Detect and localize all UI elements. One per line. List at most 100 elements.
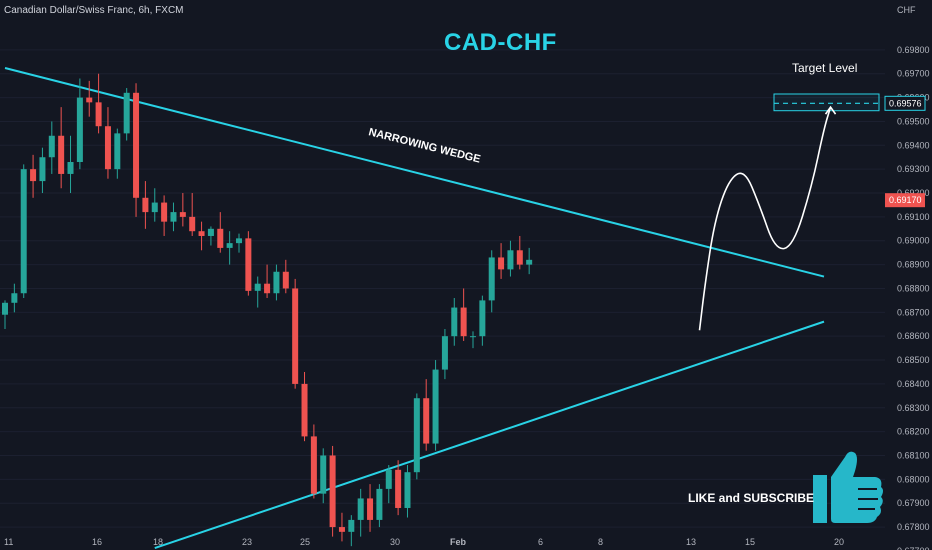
candle-body [245, 238, 252, 291]
candle-body [104, 126, 111, 170]
price-tick-label: 0.69500 [897, 116, 930, 126]
candle [48, 121, 55, 174]
candle [39, 147, 46, 194]
candle [488, 250, 495, 313]
wedge-label: NARROWING WEDGE [367, 126, 481, 165]
candle-body [348, 519, 355, 532]
candle-body [376, 488, 383, 520]
candle [114, 128, 121, 179]
price-tick-label: 0.69000 [897, 236, 930, 246]
projection-arrowhead [824, 105, 837, 115]
price-tick-label: 0.67900 [897, 498, 930, 508]
candle-body [385, 469, 392, 489]
candle [282, 259, 289, 294]
grid-lines [0, 49, 885, 528]
candle [76, 78, 83, 170]
candle-body [20, 169, 27, 294]
trendline-upper [4, 67, 825, 278]
candle-body [86, 97, 93, 103]
candle-body [189, 216, 196, 232]
candle-body [226, 243, 233, 248]
candle [179, 193, 186, 227]
time-tick-label: Feb [450, 537, 467, 547]
candle [385, 465, 392, 504]
candle-body [207, 228, 214, 236]
candle-body [451, 307, 458, 337]
price-tick-label: 0.67800 [897, 522, 930, 532]
time-tick-label: 15 [745, 537, 755, 547]
time-tick-label: 8 [598, 537, 603, 547]
price-tick-label: 0.68000 [897, 474, 930, 484]
candle-body [357, 498, 364, 520]
price-tick-label: 0.68300 [897, 403, 930, 413]
price-tick-label: 0.69700 [897, 69, 930, 79]
candle [432, 360, 439, 451]
candle [470, 331, 476, 349]
candles [2, 73, 533, 547]
candle-body [179, 212, 186, 217]
projection-curve [698, 106, 832, 331]
candle [320, 448, 327, 504]
candle [170, 202, 177, 232]
candle [498, 243, 505, 279]
target-zone-box [773, 93, 880, 112]
candle [310, 424, 317, 499]
candle [58, 107, 65, 189]
candle [20, 164, 27, 299]
candle-body [254, 283, 261, 291]
candle-body [198, 231, 205, 236]
time-axis: 11 16 18 23 25 30 Feb 6 8 13 15 20 [4, 537, 844, 547]
candle [413, 393, 420, 480]
target-zone: 0.69576 [773, 93, 926, 112]
price-tick-label: 0.67700 [897, 546, 930, 550]
price-tick-label: 0.68900 [897, 260, 930, 270]
candle-body [236, 238, 242, 244]
candle-body [441, 336, 448, 370]
candle [67, 135, 74, 194]
current-price-label: 0.69170 [889, 195, 922, 205]
candle [133, 83, 140, 217]
trendlines [4, 67, 825, 550]
candle-body [320, 455, 327, 494]
candle-body [142, 197, 149, 213]
candle [254, 276, 261, 308]
price-tick-label: 0.68200 [897, 427, 930, 437]
candle-body [526, 259, 533, 265]
candle [161, 195, 168, 236]
price-tick-label: 0.68800 [897, 283, 930, 293]
candle [329, 445, 336, 537]
time-tick-label: 25 [300, 537, 310, 547]
thumbs-up-icon [813, 451, 883, 523]
candle [123, 88, 130, 141]
symbol-title[interactable]: Canadian Dollar/Swiss Franc, 6h, FXCM [4, 5, 184, 16]
candle-body [170, 212, 177, 222]
price-tick-label: 0.69100 [897, 212, 930, 222]
candle-body [470, 336, 476, 338]
candle-body [367, 498, 374, 520]
candle-body [2, 302, 8, 315]
candle [104, 107, 111, 179]
time-tick-label: 18 [153, 537, 163, 547]
target-level-label: Target Level [792, 61, 858, 75]
candle-body [76, 97, 83, 163]
time-tick-label: 30 [390, 537, 400, 547]
candle-body [39, 157, 46, 182]
candle [404, 465, 411, 518]
candle [264, 264, 271, 299]
candle [95, 73, 102, 134]
candle-body [67, 162, 74, 174]
candle [217, 212, 224, 253]
candle [245, 231, 252, 296]
candle-body [498, 257, 505, 270]
candle-body [413, 398, 420, 473]
candle-body [114, 133, 121, 170]
candle [198, 221, 205, 251]
price-axis: 0.698000.697000.696000.695000.694000.693… [885, 45, 930, 550]
candle-body [479, 300, 486, 337]
candle [189, 193, 196, 236]
candle [395, 460, 402, 516]
candle [526, 247, 533, 275]
candle-body [48, 135, 55, 158]
candle [226, 231, 233, 265]
